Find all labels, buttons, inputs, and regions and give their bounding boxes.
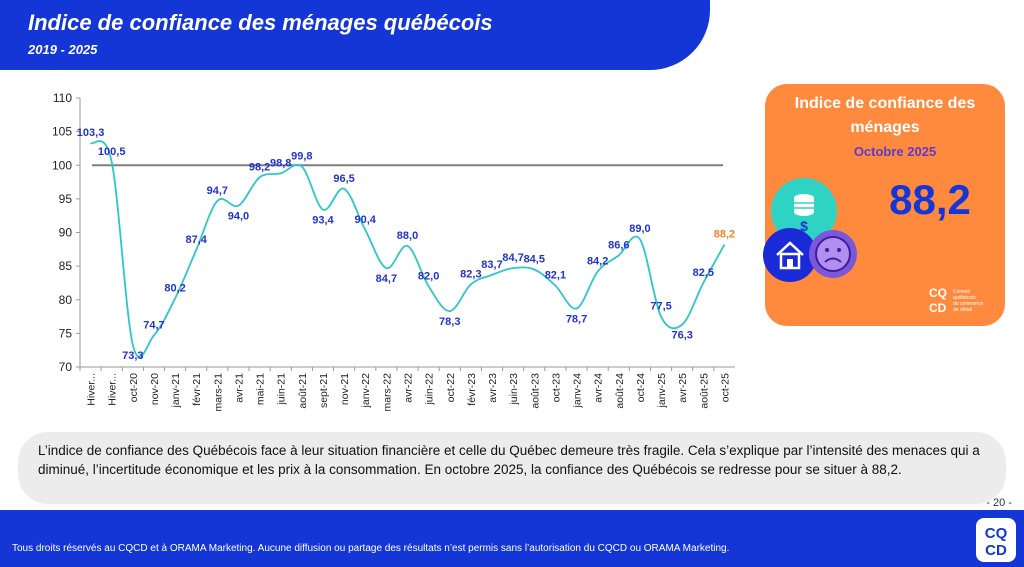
data-label: 83,7: [481, 259, 502, 271]
x-tick-label: juin-23: [508, 373, 520, 406]
copyright-text: Tous droits réservés au CQCD et à ORAMA …: [12, 543, 730, 554]
x-tick-label: Hiver...: [86, 373, 98, 406]
data-label: 82,0: [418, 270, 439, 282]
y-tick-label: 95: [59, 192, 73, 206]
data-label: 77,5: [650, 301, 671, 313]
x-tick-label: avr-25: [677, 373, 689, 403]
footer-bar: Tous droits réservés au CQCD et à ORAMA …: [0, 510, 1024, 567]
data-label: 80,2: [164, 282, 185, 294]
x-tick-label: févr-23: [466, 373, 478, 406]
data-label: 74,7: [143, 319, 164, 331]
data-label: 84,7: [376, 273, 397, 285]
data-label: 76,3: [671, 330, 692, 342]
y-tick-label: 100: [52, 158, 72, 172]
x-tick-label: avr-22: [403, 373, 415, 403]
sad-face-icon: [809, 230, 857, 278]
data-label: 84,5: [524, 253, 545, 265]
svg-text:CQ: CQ: [929, 286, 947, 300]
x-tick-label: août-21: [297, 373, 309, 409]
x-tick-label: oct-20: [128, 373, 140, 402]
data-label: 94,0: [228, 211, 249, 223]
x-tick-label: juin-22: [424, 373, 436, 406]
header-banner: Indice de confiance des ménages québécoi…: [0, 0, 710, 70]
data-label: 88,0: [397, 230, 418, 242]
x-tick-label: oct-24: [635, 373, 647, 402]
data-label: 78,7: [566, 313, 587, 325]
x-tick-label: août-24: [614, 373, 626, 409]
data-label: 82,3: [460, 268, 481, 280]
data-label: 94,7: [207, 185, 228, 197]
card-value: 88,2: [889, 176, 971, 223]
data-label: 96,5: [333, 173, 354, 185]
card-subtitle: Octobre 2025: [853, 144, 937, 159]
series-line: [89, 140, 726, 358]
x-tick-label: août-25: [698, 373, 710, 409]
x-tick-label: août-23: [529, 373, 541, 409]
svg-text:CD: CD: [985, 542, 1007, 559]
data-label: 99,8: [291, 151, 312, 163]
x-tick-label: nov-20: [149, 373, 161, 405]
y-tick-label: 85: [59, 259, 73, 273]
svg-text:du commerce: du commerce: [953, 301, 984, 307]
confidence-line-chart: 70 75 80 85 90 95 100 105 110 Hiver... Hiver... oct…: [52, 91, 735, 412]
x-tick-label: mars-21: [212, 373, 224, 412]
y-tick-label: 110: [53, 91, 72, 105]
x-tick-label: oct-22: [445, 373, 457, 402]
data-label: 98,2: [249, 161, 270, 173]
x-tick-label: sept-21: [318, 373, 330, 408]
x-tick-label: juin-21: [276, 373, 288, 406]
y-tick-label: 75: [59, 326, 73, 340]
data-label: 89,0: [629, 223, 650, 235]
x-tick-label: avr-23: [487, 373, 499, 403]
data-label: 82,5: [693, 267, 714, 279]
data-label: 73,3: [122, 350, 143, 362]
house-icon: [763, 228, 817, 282]
svg-text:québécois: québécois: [953, 295, 976, 301]
data-label: 84,2: [587, 256, 608, 268]
x-tick-label: janv-24: [572, 373, 584, 409]
x-tick-label: avr-24: [593, 373, 605, 403]
cqcd-logo: CQ CD Conseil québécois du commerce de d…: [927, 284, 997, 316]
x-tick-label: nov-21: [339, 373, 351, 405]
svg-text:$: $: [800, 218, 808, 234]
data-label: 87,4: [185, 234, 207, 246]
x-tick-label: janv-25: [656, 373, 668, 409]
x-tick-label: oct-25: [719, 373, 731, 402]
data-label: 86,6: [608, 239, 629, 251]
footer-cqcd-logo: CQ CD: [976, 518, 1016, 562]
x-tick-label: janv-22: [360, 373, 372, 409]
data-label: 100,5: [98, 146, 126, 158]
x-tick-label: avr-21: [233, 373, 245, 403]
x-tick-label: oct-23: [550, 373, 562, 402]
x-tick-label: mai-21: [255, 373, 267, 405]
x-tick-label: Hiver...: [107, 373, 119, 406]
data-label: 88,2: [714, 229, 735, 241]
index-card: Indice de confiance des ménages Octobre …: [763, 84, 1005, 326]
y-tick-label: 105: [52, 125, 72, 139]
svg-text:de détail: de détail: [953, 307, 972, 313]
commentary-box: L’indice de confiance des Québécois face…: [18, 432, 1006, 504]
y-tick-label: 90: [59, 226, 73, 240]
page-title: Indice de confiance des ménages québécoi…: [28, 10, 493, 35]
svg-text:Conseil: Conseil: [953, 289, 970, 295]
data-label: 93,4: [312, 215, 334, 227]
data-label: 78,3: [439, 316, 460, 328]
x-tick-label: mars-22: [381, 373, 393, 412]
x-tick-label: janv-21: [170, 373, 182, 409]
page-number: - 20 -: [986, 497, 1012, 509]
data-label: 103,3: [77, 127, 105, 139]
data-label: 98,8: [270, 157, 291, 169]
y-tick-label: 70: [59, 360, 73, 374]
data-label: 84,7: [502, 252, 523, 264]
commentary-text: L’indice de confiance des Québécois face…: [38, 443, 980, 477]
data-label: 82,1: [545, 270, 566, 282]
x-tick-label: févr-21: [191, 373, 203, 406]
svg-text:CD: CD: [929, 301, 947, 315]
page-subtitle: 2019 - 2025: [28, 42, 98, 57]
y-tick-label: 80: [59, 293, 73, 307]
card-title: Indice de confiance des ménages: [794, 95, 976, 136]
svg-text:CQ: CQ: [985, 525, 1008, 542]
data-label: 90,4: [355, 214, 377, 226]
